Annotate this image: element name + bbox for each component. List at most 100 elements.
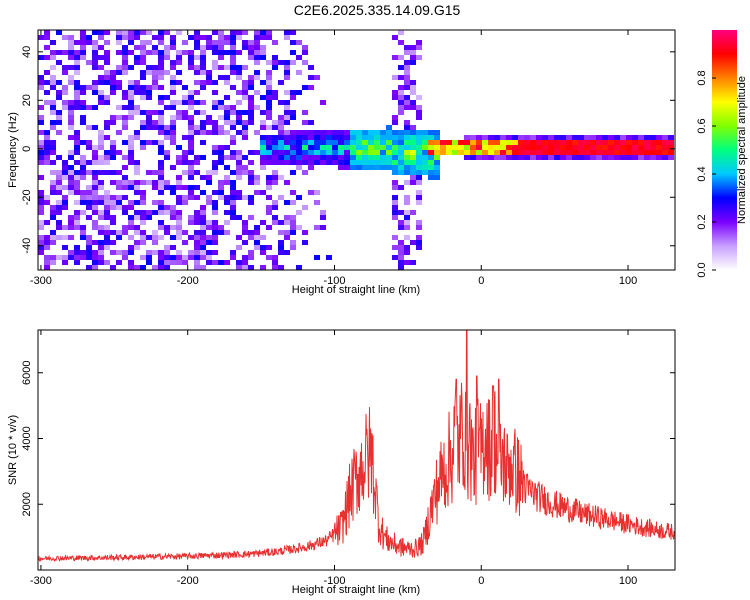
heat-cell-250 [92, 180, 98, 185]
heat-cell-502 [152, 50, 158, 55]
heat-cell-1286 [392, 185, 398, 190]
heat-cell-214 [86, 105, 92, 110]
heat-cell-920 [248, 50, 254, 55]
heat-cell-1255 [380, 145, 386, 150]
heat-cell-51 [50, 50, 56, 55]
heat-cell-925 [248, 95, 254, 100]
heat-cell-605 [170, 225, 176, 230]
heat-cell-263 [92, 265, 98, 270]
heat-cell-1578 [614, 155, 620, 160]
colorbar-gradient [712, 30, 737, 270]
heat-cell-1178 [320, 210, 326, 215]
heat-cell-1453 [464, 155, 470, 160]
heat-cell-1102 [290, 160, 296, 165]
heat-cell-117 [62, 225, 68, 230]
heat-cell-657 [188, 55, 194, 60]
heat-cell-1316 [398, 210, 404, 215]
heat-cell-7 [38, 120, 44, 125]
heat-cell-1462 [476, 150, 482, 155]
heat-cell-912 [242, 225, 248, 230]
heat-cell-571 [164, 180, 170, 185]
heat-cell-186 [80, 45, 86, 50]
heat-cell-901 [242, 95, 248, 100]
heat-cell-1399 [416, 180, 422, 185]
heat-cell-616 [176, 100, 182, 105]
heat-cell-469 [140, 195, 146, 200]
heat-cell-385 [122, 180, 128, 185]
heat-cell-1305 [398, 110, 404, 115]
heat-cell-325 [110, 80, 116, 85]
heat-cell-326 [110, 85, 116, 90]
heat-cell-812 [218, 190, 224, 195]
heat-cell-141 [68, 175, 74, 180]
heat-cell-342 [110, 240, 116, 245]
heat-cell-403 [128, 100, 134, 105]
heat-cell-659 [188, 65, 194, 70]
heat-cell-55 [50, 80, 56, 85]
heat-cell-980 [260, 160, 266, 165]
heat-cell-721 [200, 85, 206, 90]
heat-cell-653 [182, 255, 188, 260]
heat-cell-1101 [290, 155, 296, 160]
heat-cell-1147 [308, 85, 314, 90]
heat-cell-406 [128, 115, 134, 120]
heat-cell-648 [182, 185, 188, 190]
heat-cell-1580 [620, 140, 626, 145]
heat-cell-1026 [272, 140, 278, 145]
heat-cell-1447 [458, 145, 464, 150]
heat-cell-289 [98, 240, 104, 245]
heat-cell-906 [242, 135, 248, 140]
heat-cell-978 [260, 150, 266, 155]
heat-cell-285 [98, 210, 104, 215]
heat-cell-794 [218, 35, 224, 40]
heat-cell-816 [218, 260, 224, 265]
heat-cell-77 [50, 260, 56, 265]
heat-cell-93 [56, 190, 62, 195]
heat-cell-1171 [320, 130, 326, 135]
heat-cell-520 [152, 250, 158, 255]
heat-cell-132 [68, 110, 74, 115]
heat-cell-483 [146, 70, 152, 75]
heat-cell-1367 [410, 125, 416, 130]
heat-cell-533 [158, 100, 164, 105]
heat-cell-19 [38, 210, 44, 215]
heat-cell-598 [170, 140, 176, 145]
heat-cell-1577 [614, 150, 620, 155]
heat-cell-499 [146, 260, 152, 265]
heat-cell-5 [38, 105, 44, 110]
heat-cell-1616 [662, 145, 668, 150]
heat-cell-1259 [380, 165, 386, 170]
heat-cell-1224 [356, 150, 362, 155]
heat-cell-755 [206, 195, 212, 200]
heat-cell-748 [206, 80, 212, 85]
heat-cell-89 [56, 170, 62, 175]
heat-cell-926 [248, 100, 254, 105]
heat-cell-395 [128, 35, 134, 40]
heat-cell-595 [170, 125, 176, 130]
heat-cell-1522 [548, 150, 554, 155]
heat-cell-1020 [272, 65, 278, 70]
heat-cell-1442 [446, 150, 452, 155]
heat-cell-731 [200, 205, 206, 210]
heat-cell-1193 [332, 150, 338, 155]
heat-cell-994 [266, 85, 272, 90]
heat-cell-168 [74, 160, 80, 165]
heat-cell-76 [50, 255, 56, 260]
heat-cell-1331 [404, 80, 410, 85]
heat-cell-829 [224, 145, 230, 150]
heat-cell-820 [224, 65, 230, 70]
heat-cell-423 [128, 260, 134, 265]
heat-cell-1204 [344, 130, 350, 135]
heat-cell-1009 [266, 180, 272, 185]
heat-cell-1621 [668, 145, 674, 150]
heat-cell-864 [230, 205, 236, 210]
heat-cell-6 [38, 115, 44, 120]
heat-cell-253 [92, 195, 98, 200]
heat-cell-1364 [410, 90, 416, 95]
heat-cell-1229 [362, 135, 368, 140]
heat-cell-248 [92, 170, 98, 175]
heat-cell-784 [212, 205, 218, 210]
heat-cell-1321 [398, 250, 404, 255]
heat-cell-1116 [296, 130, 302, 135]
heat-cell-1279 [392, 145, 398, 150]
